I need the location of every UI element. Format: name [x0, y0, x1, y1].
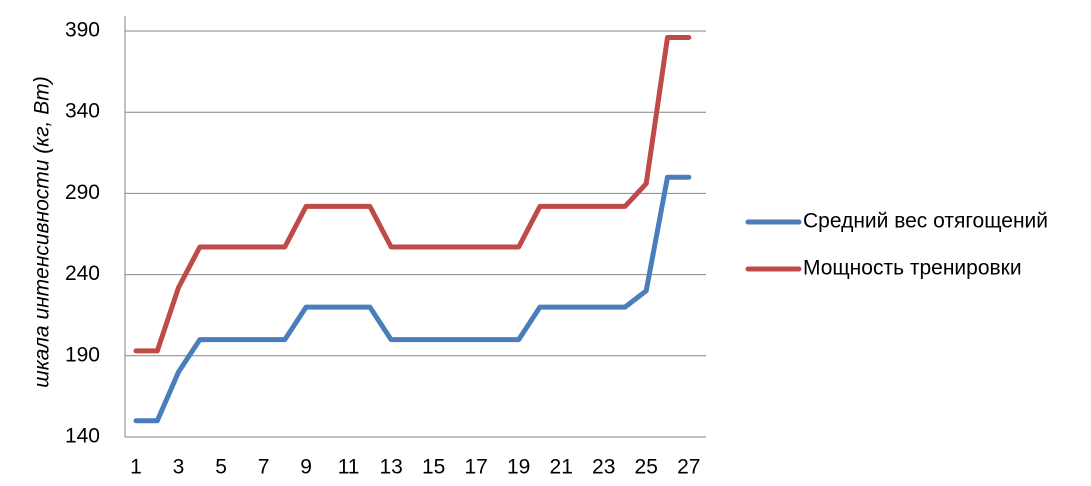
x-tick-label: 27 — [677, 456, 700, 479]
gridlines — [125, 30, 706, 357]
legend-label-1: Средний вес отягощений — [803, 210, 1048, 233]
series-line-2 — [133, 35, 692, 354]
y-tick-label: 190 — [65, 343, 100, 366]
x-tick-labels: 1 3 5 7 9 11 13 15 17 19 21 23 25 27 — [130, 456, 700, 479]
y-tick-label: 140 — [65, 425, 100, 448]
series-line-1 — [133, 174, 692, 424]
axes — [124, 16, 706, 438]
x-tick-label: 11 — [338, 456, 360, 479]
x-tick-label: 5 — [215, 456, 227, 479]
y-tick-labels: 140 190 240 290 340 390 — [65, 19, 100, 448]
series-lines — [133, 35, 692, 424]
x-tick-label: 15 — [422, 456, 445, 479]
x-tick-label: 17 — [464, 456, 487, 479]
legend: Средний вес отягощений Мощность тренировк… — [745, 210, 1048, 280]
x-tick-label: 21 — [550, 456, 573, 479]
y-tick-label: 340 — [65, 100, 100, 123]
y-tick-label: 390 — [65, 19, 100, 42]
x-tick-label: 9 — [300, 456, 312, 479]
x-tick-label: 23 — [592, 456, 615, 479]
x-tick-label: 7 — [258, 456, 270, 479]
x-tick-label: 13 — [379, 456, 402, 479]
x-tick-label: 19 — [507, 456, 530, 479]
y-tick-label: 290 — [65, 181, 100, 204]
x-tick-label: 1 — [130, 456, 142, 479]
y-tick-label: 240 — [65, 262, 100, 285]
x-tick-label: 25 — [635, 456, 658, 479]
y-axis-title: шкала интенсивности (кг, Вт) — [31, 76, 54, 387]
x-tick-label: 3 — [173, 456, 185, 479]
legend-label-2: Мощность тренировки — [803, 257, 1022, 280]
